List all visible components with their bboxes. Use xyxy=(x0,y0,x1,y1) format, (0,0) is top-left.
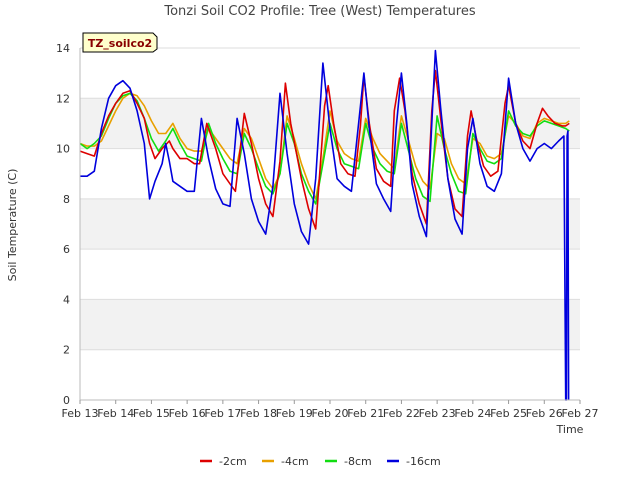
x-axis-label: Time xyxy=(556,423,584,436)
x-tick-label: Feb 17 xyxy=(204,407,241,420)
x-tick-label: Feb 20 xyxy=(312,407,349,420)
y-tick-label: 10 xyxy=(56,143,70,156)
grid-band xyxy=(80,299,580,350)
y-tick-label: 0 xyxy=(63,394,70,407)
x-tick-label: Feb 13 xyxy=(62,407,99,420)
x-tick-label: Feb 27 xyxy=(562,407,599,420)
x-tick-label: Feb 26 xyxy=(526,407,563,420)
series-line-neg16cm xyxy=(80,49,570,401)
x-tick-label: Feb 18 xyxy=(240,407,277,420)
grid-band xyxy=(80,198,580,250)
legend: -2cm -4cm -8cm -16cm xyxy=(200,455,441,468)
legend-label: -4cm xyxy=(281,455,309,468)
x-tick-label: Feb 21 xyxy=(347,407,384,420)
x-tick-label: Feb 23 xyxy=(419,407,456,420)
x-tick-label: Feb 22 xyxy=(383,407,420,420)
series-layer xyxy=(79,49,570,401)
tag-label: TZ_soilco2 xyxy=(88,37,152,50)
x-tick-label: Feb 25 xyxy=(490,407,527,420)
series-line-neg2cm xyxy=(79,69,570,230)
series-line-neg4cm xyxy=(79,92,570,200)
x-tick-label: Feb 16 xyxy=(169,407,206,420)
y-tick-label: 4 xyxy=(63,293,70,306)
x-tick-label: Feb 19 xyxy=(276,407,313,420)
y-tick-label: 2 xyxy=(63,344,70,357)
x-tick-label: Feb 24 xyxy=(454,407,491,420)
chart-title: Tonzi Soil CO2 Profile: Tree (West) Temp… xyxy=(163,4,476,19)
y-tick-labels: 0 2 4 6 8 10 12 14 xyxy=(56,42,70,407)
y-tick-label: 6 xyxy=(63,243,70,256)
y-tick-label: 8 xyxy=(63,193,70,206)
legend-label: -16cm xyxy=(406,455,441,468)
x-tick-label: Feb 14 xyxy=(97,407,134,420)
legend-label: -2cm xyxy=(219,455,247,468)
tag-box-background xyxy=(82,32,158,53)
x-tick-label: Feb 15 xyxy=(133,407,170,420)
tag-box: TZ_soilco2 xyxy=(82,32,158,53)
y-tick-label: 14 xyxy=(56,42,70,55)
series-line-neg8cm xyxy=(79,92,570,205)
y-axis-label: Soil Temperature (C) xyxy=(6,169,19,282)
y-tick-label: 12 xyxy=(56,92,70,105)
legend-label: -8cm xyxy=(344,455,372,468)
